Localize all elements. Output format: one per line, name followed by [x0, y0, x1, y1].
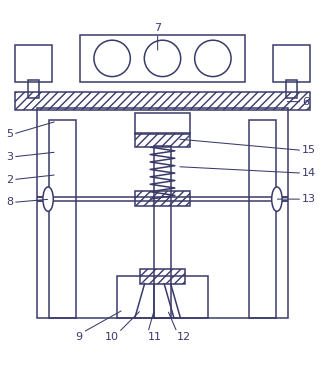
Text: 11: 11	[148, 332, 162, 342]
Bar	[15, 45, 52, 82]
Bar	[135, 132, 190, 147]
Bar	[140, 269, 185, 284]
Ellipse shape	[43, 187, 53, 211]
Text: 6: 6	[302, 97, 309, 107]
Bar	[28, 80, 39, 99]
Text: 8: 8	[6, 197, 13, 207]
Bar	[49, 120, 76, 318]
Bar	[117, 276, 208, 318]
Bar	[273, 45, 310, 82]
Text: 3: 3	[6, 152, 13, 162]
Bar	[249, 120, 276, 318]
Bar	[135, 191, 190, 206]
Text: 12: 12	[177, 332, 191, 342]
Bar	[80, 35, 245, 82]
Bar	[15, 92, 310, 110]
Ellipse shape	[272, 187, 282, 211]
Text: 9: 9	[76, 332, 83, 342]
Text: 10: 10	[105, 332, 119, 342]
Text: 7: 7	[154, 23, 161, 33]
Text: 5: 5	[6, 129, 13, 139]
Text: 13: 13	[302, 194, 316, 204]
Text: 14: 14	[302, 168, 316, 178]
Bar	[286, 80, 297, 99]
Text: 15: 15	[302, 145, 316, 155]
Bar	[154, 145, 171, 318]
Bar	[37, 108, 288, 318]
Bar	[135, 113, 190, 134]
Text: 2: 2	[6, 175, 13, 184]
